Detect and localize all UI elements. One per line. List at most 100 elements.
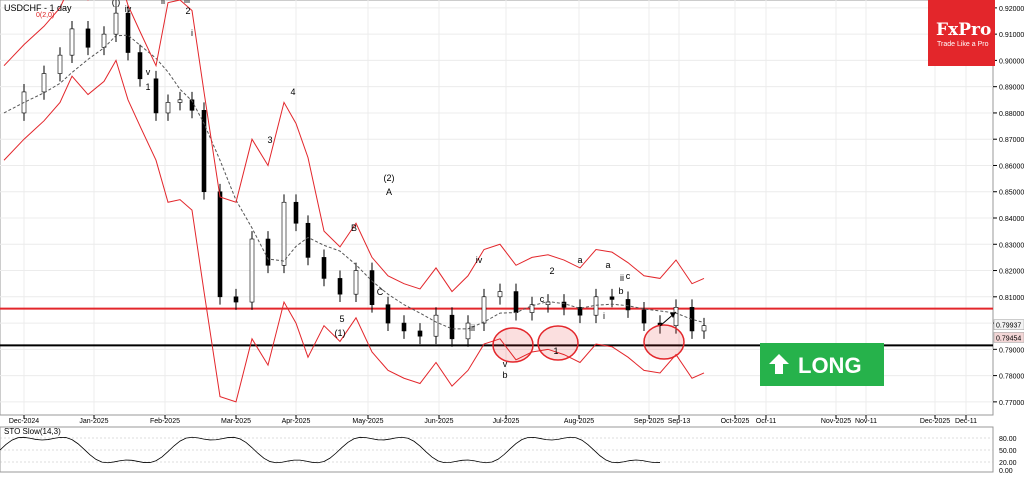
wave-label: C [377, 287, 384, 297]
wave-label: (2) [384, 173, 395, 183]
x-tick-label: Apr-2025 [282, 418, 311, 425]
wave-label: 1 [145, 82, 150, 92]
candle [577, 307, 583, 316]
candle [481, 296, 487, 324]
wave-label: iii [469, 323, 475, 333]
moving-average-line [3, 34, 705, 330]
candle [69, 28, 75, 56]
wave-label: c [540, 294, 545, 304]
oscillator-level-label: 0.00 [999, 468, 1013, 474]
candle [85, 28, 91, 48]
y-tick-label: 0.82000 [999, 269, 1024, 276]
x-tick-label: Feb-2025 [150, 418, 180, 425]
signal-label: LONG [798, 353, 862, 378]
upper-band [3, 0, 705, 293]
candle [417, 330, 423, 337]
up-arrow-icon [769, 354, 789, 374]
y-tick-label: 0.92000 [999, 6, 1024, 13]
candle [353, 270, 359, 295]
candle [433, 314, 439, 337]
wave-label: iv [125, 4, 132, 14]
wave-label: 4 [290, 87, 295, 97]
wave-label: ii [161, 0, 165, 6]
candle [401, 322, 407, 332]
wave-label: 2 [549, 266, 554, 276]
y-tick-label: 0.90000 [999, 58, 1024, 65]
candle [281, 201, 287, 266]
x-tick-label: Sep-2025 [634, 418, 664, 425]
candle [137, 52, 143, 80]
symbol-label: USDCHF - 1 day [4, 3, 72, 13]
candle [125, 12, 131, 53]
wave-label: 3 [267, 135, 272, 145]
candle [177, 99, 183, 103]
wave-label: B [351, 223, 357, 233]
y-tick-label: 0.77000 [999, 400, 1024, 407]
candle [673, 307, 679, 326]
oscillator-panel [0, 426, 994, 473]
x-tick-label: Sep-13 [668, 418, 691, 425]
candle [625, 299, 631, 311]
wave-label: i [191, 28, 193, 38]
wave-label: (1) [335, 328, 346, 338]
brand-logo: FxPro [936, 20, 992, 40]
y-tick-label: 0.88000 [999, 111, 1024, 118]
candle [385, 304, 391, 324]
wave-label: a [605, 260, 610, 270]
y-tick-label: 0.83000 [999, 242, 1024, 249]
candle [217, 191, 223, 298]
candle [201, 110, 207, 193]
x-tick-label: Oct-11 [756, 418, 777, 425]
y-tick-label: 0.91000 [999, 32, 1024, 39]
wave-label: b [618, 286, 623, 296]
highlight-circle [537, 325, 579, 361]
candle [561, 301, 567, 308]
y-tick-label: 0.89000 [999, 85, 1024, 92]
candle [513, 291, 519, 313]
candle [465, 322, 471, 340]
candle [609, 296, 615, 300]
candle [265, 238, 271, 266]
highlight-circle [643, 324, 685, 360]
oscillator-title: STO Slow(14,3) [4, 427, 61, 436]
wave-label: a [577, 255, 582, 265]
y-tick-label: 0.78000 [999, 374, 1024, 381]
x-tick-label: Jun-2025 [424, 418, 453, 425]
wave-label: 5 [339, 314, 344, 324]
x-tick-label: Mar-2025 [221, 418, 251, 425]
wave-label: iv [476, 255, 483, 265]
wave-label: iii [184, 0, 190, 5]
candle [305, 222, 311, 258]
price-tag [993, 332, 1024, 343]
highlight-circle [492, 327, 534, 363]
y-tick-label: 0.86000 [999, 163, 1024, 170]
candle [233, 296, 239, 303]
projection-arrowhead [670, 312, 676, 318]
candle [113, 12, 119, 35]
candle [337, 278, 343, 295]
x-tick-label: Dec-2024 [9, 418, 39, 425]
wave-label: ii [620, 273, 624, 283]
y-tick-label: 0.87000 [999, 137, 1024, 144]
candle [165, 102, 171, 114]
oscillator-line [0, 436, 661, 464]
candle [449, 314, 455, 340]
long-signal-badge: LONG [760, 343, 884, 386]
x-tick-label: Aug-2025 [564, 418, 594, 425]
brand-tagline: Trade Like a Pro [937, 41, 989, 48]
wave-label: 2 [185, 6, 190, 16]
price-tag [993, 319, 1024, 330]
x-tick-label: Jan-2025 [79, 418, 108, 425]
candle [545, 301, 551, 305]
oscillator-level-label: 50.00 [999, 448, 1017, 455]
x-tick-label: Nov-11 [855, 418, 877, 425]
x-tick-label: Jul-2025 [493, 418, 520, 425]
y-tick-label: 0.79000 [999, 347, 1024, 354]
x-tick-label: Oct-2025 [721, 418, 750, 425]
x-tick-label: Dec-11 [955, 418, 977, 425]
candle [249, 238, 255, 303]
candle [701, 325, 707, 332]
wave-label: i [603, 311, 605, 321]
